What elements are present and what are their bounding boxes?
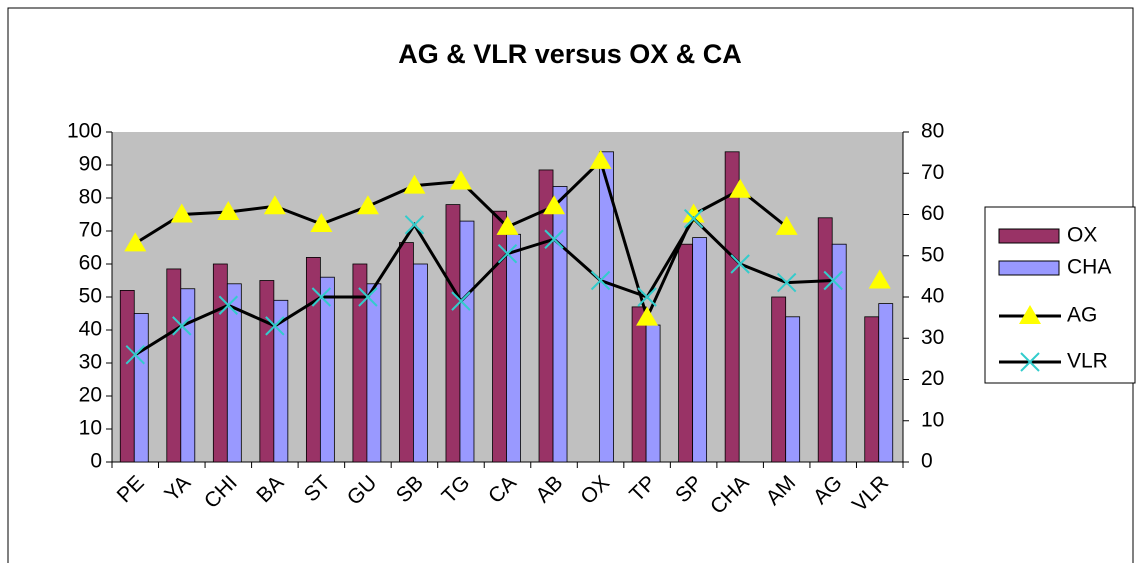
line-marker xyxy=(590,270,611,291)
bar xyxy=(692,237,708,463)
line-marker xyxy=(403,174,426,194)
y-tick-label: 90 xyxy=(79,153,102,176)
legend-label: OX xyxy=(1067,224,1097,247)
line-marker xyxy=(172,316,192,336)
line-marker xyxy=(451,291,471,311)
bar xyxy=(552,186,568,463)
bar xyxy=(273,299,289,463)
y-tick-label: 10 xyxy=(79,417,102,440)
legend-swatch xyxy=(998,260,1060,276)
bar xyxy=(645,324,661,463)
y2-tick-label: 10 xyxy=(921,408,944,431)
legend-box xyxy=(984,206,1136,384)
bar xyxy=(212,263,228,463)
bar xyxy=(785,316,801,463)
line-marker xyxy=(544,229,564,249)
bar xyxy=(119,289,135,463)
y-tick-label: 30 xyxy=(79,351,102,374)
bar xyxy=(864,316,880,463)
bar xyxy=(506,233,521,463)
legend-marker xyxy=(1020,352,1040,372)
y-tick-label: 60 xyxy=(79,252,102,275)
y-tick-label: 100 xyxy=(67,120,102,143)
bar xyxy=(631,306,647,463)
line-marker xyxy=(356,195,379,215)
line-marker xyxy=(170,203,193,223)
legend-label: CHA xyxy=(1067,256,1111,279)
line-marker xyxy=(449,170,472,190)
y-tick-label: 80 xyxy=(79,186,102,209)
y2-tick-label: 0 xyxy=(921,450,933,473)
bar xyxy=(599,151,614,463)
bar xyxy=(413,263,428,463)
y2-tick-label: 30 xyxy=(921,326,944,349)
y-tick-label: 70 xyxy=(79,219,102,242)
y-tick-label: 50 xyxy=(79,285,102,308)
line-marker xyxy=(589,149,612,169)
y2-tick-label: 70 xyxy=(921,161,944,184)
line-marker xyxy=(775,215,798,235)
line-marker xyxy=(217,201,240,221)
line-marker xyxy=(730,254,750,274)
bar xyxy=(724,151,740,463)
bar xyxy=(678,243,694,463)
line-marker xyxy=(263,195,286,215)
bar xyxy=(166,268,182,463)
line-marker xyxy=(310,212,333,232)
line-marker xyxy=(637,287,657,307)
y2-tick-label: 20 xyxy=(921,367,944,390)
legend-label: AG xyxy=(1067,304,1097,327)
legend-marker xyxy=(1019,305,1041,324)
y-tick-label: 40 xyxy=(79,318,102,341)
bar xyxy=(180,288,196,463)
bar xyxy=(492,210,507,463)
bar xyxy=(817,217,833,463)
line-marker xyxy=(683,208,704,229)
line-marker xyxy=(543,195,566,215)
line-marker xyxy=(636,306,659,326)
line xyxy=(134,216,834,357)
bar xyxy=(445,204,461,463)
y2-tick-label: 40 xyxy=(921,285,944,308)
y2-tick-label: 50 xyxy=(921,243,944,266)
line-marker xyxy=(125,345,145,365)
y2-tick-label: 60 xyxy=(921,202,944,225)
line-marker xyxy=(497,243,518,264)
line-marker xyxy=(868,269,891,289)
bar xyxy=(459,220,475,463)
line-marker xyxy=(265,316,285,336)
line-marker xyxy=(682,203,705,223)
y-tick-label: 20 xyxy=(79,384,102,407)
bar xyxy=(133,313,149,463)
bar xyxy=(259,280,275,463)
bar xyxy=(878,303,894,463)
line-marker xyxy=(124,232,147,252)
legend-swatch xyxy=(998,228,1060,244)
line-marker xyxy=(729,178,752,198)
bar xyxy=(366,283,382,463)
chart-title: AG & VLR versus OX & CA xyxy=(398,39,742,69)
legend-label: VLR xyxy=(1067,350,1108,373)
line-marker xyxy=(358,287,378,307)
bar xyxy=(399,242,414,463)
y-tick-label: 0 xyxy=(90,450,102,473)
bar xyxy=(831,243,847,463)
bar xyxy=(771,296,787,463)
line-marker xyxy=(311,287,332,307)
line-marker xyxy=(404,215,425,235)
line-marker xyxy=(823,270,843,291)
line-marker xyxy=(218,295,239,315)
y2-tick-label: 80 xyxy=(921,120,944,143)
line-marker xyxy=(496,215,519,235)
bar xyxy=(319,276,335,463)
bar xyxy=(226,283,242,463)
line-marker xyxy=(776,272,797,293)
